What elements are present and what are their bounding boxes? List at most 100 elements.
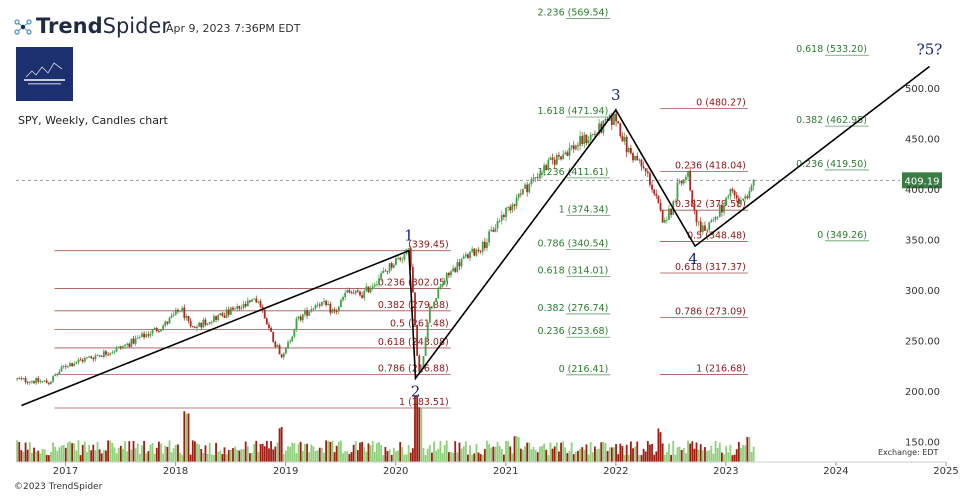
volume-bar — [498, 445, 501, 462]
candle-body — [164, 321, 167, 326]
candle-body — [524, 184, 526, 189]
candle-body — [359, 291, 361, 296]
candle-body — [629, 148, 632, 154]
x-tick-label: 2023 — [713, 466, 738, 477]
candle-body — [115, 347, 118, 352]
volume-bar — [66, 442, 69, 462]
volume-bar — [560, 442, 562, 462]
volume-bar — [723, 454, 725, 462]
fib-level-label: 1 (374.34) — [559, 204, 609, 215]
candle-body — [141, 333, 143, 338]
candle-body — [685, 176, 687, 180]
candle-body — [257, 301, 260, 303]
volume-bar — [39, 453, 42, 462]
candle-body — [71, 363, 74, 366]
candle-body — [547, 159, 550, 171]
candle-body — [411, 266, 414, 293]
volume-bar — [750, 451, 753, 462]
volume-bar — [693, 448, 696, 462]
candle-body — [179, 311, 181, 313]
fib-level-label: 0.618 (533.20) — [796, 44, 867, 55]
volume-bar — [369, 445, 372, 462]
candle-body — [714, 216, 717, 220]
candle-body — [223, 315, 226, 318]
volume-bar — [155, 447, 158, 462]
candle-body — [477, 249, 480, 251]
candle-body — [644, 168, 647, 172]
volume-bar — [270, 441, 272, 462]
candle-body — [390, 263, 393, 268]
candle-body — [291, 336, 294, 342]
candle-body — [325, 300, 328, 306]
candle-body — [31, 381, 33, 383]
candle-body — [320, 301, 323, 306]
volume-bar — [272, 449, 275, 462]
candle-body — [153, 327, 156, 330]
candle-body — [469, 251, 471, 259]
volume-bar — [486, 440, 488, 462]
y-tick-label: 500.00 — [905, 84, 940, 95]
candle-body — [490, 229, 493, 232]
volume-bar — [232, 448, 234, 462]
candle-body — [752, 179, 755, 186]
wave-label: 2 — [411, 382, 421, 400]
last-price-tag — [902, 172, 942, 189]
volume-bar — [75, 450, 78, 462]
volume-bar — [534, 449, 537, 462]
fib-level-label: 1.618 (471.94) — [537, 106, 608, 117]
candle-body — [64, 366, 67, 367]
candle-body — [414, 292, 416, 325]
candle-body — [265, 318, 268, 325]
volume-bar — [244, 441, 247, 462]
candle-body — [532, 177, 535, 180]
candle-body — [568, 147, 571, 156]
candle-body — [183, 307, 186, 318]
volume-bar — [691, 441, 694, 462]
candle-body — [731, 189, 734, 191]
volume-bar — [257, 452, 260, 462]
volume-bar — [744, 445, 747, 462]
candle-body — [543, 165, 546, 173]
candle-body — [706, 230, 708, 231]
candle-body — [56, 374, 59, 376]
volume-bar — [467, 454, 469, 462]
volume-bar — [555, 442, 558, 462]
candle-body — [632, 153, 634, 161]
candle-body — [651, 184, 653, 190]
fib-level-label: 0.236 (418.04) — [675, 160, 746, 171]
volume-bar — [92, 444, 95, 462]
volume-bar — [295, 452, 298, 462]
candle-body — [585, 134, 588, 144]
volume-bars — [16, 395, 755, 462]
candle-body — [229, 307, 232, 315]
volume-bar — [386, 451, 389, 462]
volume-bar — [128, 441, 131, 462]
candle-body — [695, 210, 698, 223]
volume-bar — [79, 455, 82, 462]
candle-body — [69, 363, 71, 367]
volume-bar — [414, 395, 416, 462]
volume-bar — [659, 432, 662, 462]
candle-body — [665, 219, 668, 221]
volume-bar — [37, 450, 40, 462]
candle-body — [541, 172, 543, 175]
candle-body — [625, 136, 628, 153]
candle-body — [522, 188, 524, 195]
volume-bar — [596, 449, 598, 462]
candle-body — [627, 148, 630, 153]
candle-body — [538, 174, 541, 179]
candle-body — [462, 256, 465, 259]
candle-body — [333, 309, 336, 312]
candle-body — [464, 254, 467, 257]
candle-body — [725, 197, 728, 206]
volume-bar — [392, 447, 395, 462]
candle-body — [488, 231, 490, 243]
volume-bar — [397, 450, 399, 462]
candle-body — [198, 322, 201, 327]
candle-body — [659, 202, 662, 211]
volume-bar — [276, 442, 279, 462]
candle-body — [143, 333, 145, 338]
volume-bar — [458, 442, 461, 462]
volume-bar — [350, 452, 353, 462]
